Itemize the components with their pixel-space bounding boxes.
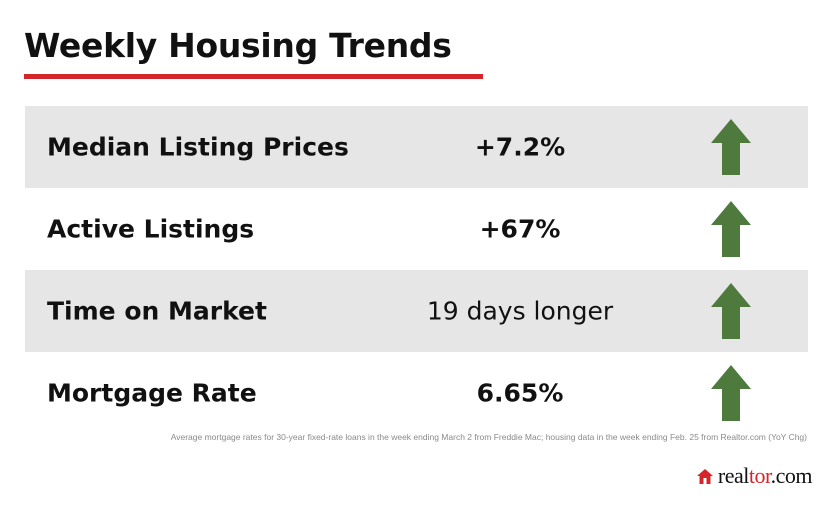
trends-table: Median Listing Prices +7.2% Active Listi… <box>25 106 808 434</box>
row-value: +67% <box>479 214 561 244</box>
row-value: +7.2% <box>474 132 566 162</box>
brand-suffix: .com <box>770 463 813 488</box>
arrow-up-icon <box>711 283 751 339</box>
arrow-up-icon <box>711 201 751 257</box>
brand-prefix: real <box>717 463 749 488</box>
brand-wordmark: realtor.com <box>717 463 813 489</box>
trend-row-mortgage-rate: Mortgage Rate 6.65% <box>25 352 808 434</box>
title-underline <box>24 74 483 79</box>
trend-row-time-on-market: Time on Market 19 days longer <box>25 270 808 352</box>
row-label: Mortgage Rate <box>47 378 257 408</box>
brand-accent: tor <box>748 463 771 488</box>
house-icon <box>696 468 713 484</box>
footnote: Average mortgage rates for 30-year fixed… <box>170 432 807 442</box>
arrow-up-icon <box>711 119 751 175</box>
row-label: Time on Market <box>47 296 267 326</box>
row-value: 19 days longer <box>426 296 614 326</box>
row-label: Median Listing Prices <box>47 132 349 162</box>
trend-row-active-listings: Active Listings +67% <box>25 188 808 270</box>
arrow-up-icon <box>711 365 751 421</box>
realtor-logo: realtor.com <box>696 463 813 489</box>
row-value: 6.65% <box>476 378 564 408</box>
trend-row-median-listing-prices: Median Listing Prices +7.2% <box>25 106 808 188</box>
row-label: Active Listings <box>47 214 255 244</box>
page-title: Weekly Housing Trends <box>24 26 452 65</box>
